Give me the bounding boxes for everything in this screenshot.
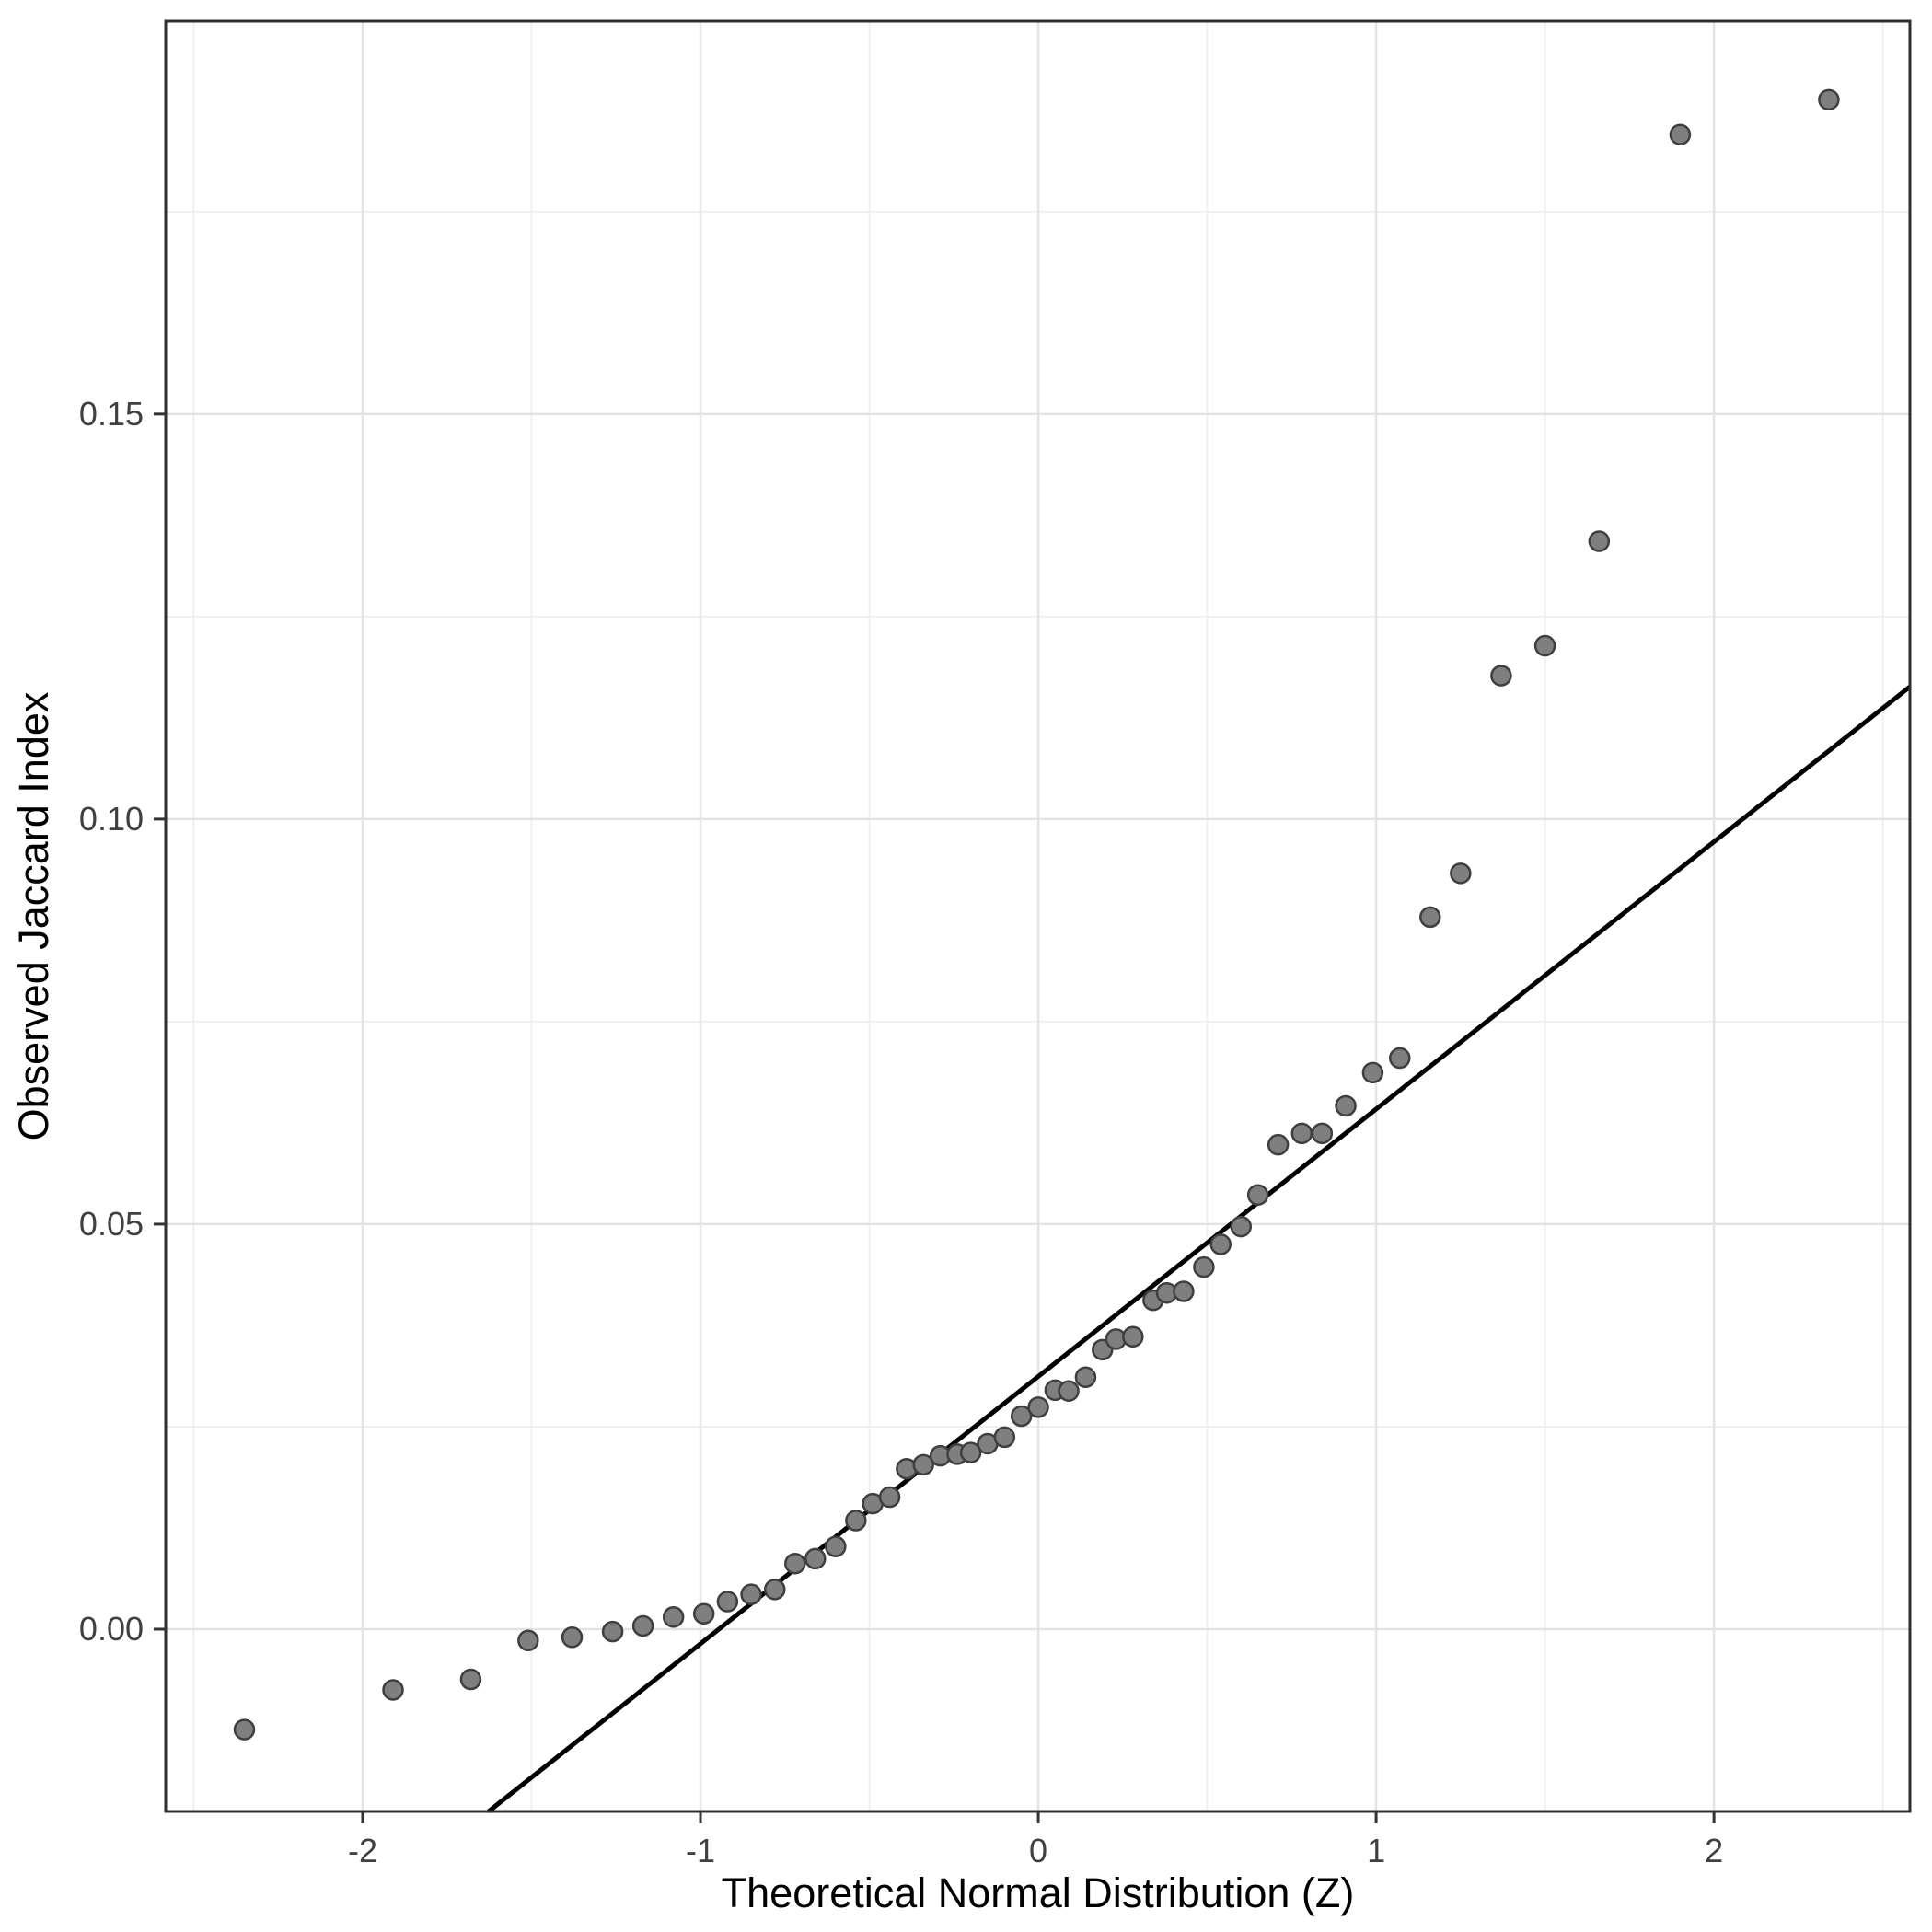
- data-point: [784, 1552, 806, 1575]
- data-point: [1335, 1094, 1357, 1117]
- data-point: [1010, 1405, 1033, 1428]
- data-point: [1122, 1325, 1144, 1348]
- data-point: [912, 1453, 935, 1476]
- y-tick-label: 0.00: [79, 1610, 144, 1648]
- data-point: [825, 1535, 847, 1557]
- y-axis-title: Observed Jaccard Index: [10, 691, 57, 1140]
- qq-reference-line: [487, 685, 1912, 1813]
- data-point: [517, 1629, 539, 1652]
- data-point: [1246, 1184, 1269, 1207]
- data-point: [662, 1606, 685, 1628]
- data-point: [1193, 1255, 1215, 1278]
- data-point: [1058, 1380, 1080, 1402]
- data-point: [716, 1591, 739, 1613]
- grid-major-layer: [166, 21, 1910, 1811]
- data-point: [845, 1510, 867, 1532]
- data-point: [233, 1718, 256, 1741]
- points-layer: [233, 88, 1840, 1741]
- y-tick-labels: 0.00 0.05 0.10 0.15: [79, 395, 144, 1648]
- x-tick-label: 2: [1705, 1832, 1723, 1869]
- data-point: [1533, 634, 1556, 657]
- data-point: [1389, 1047, 1411, 1070]
- data-point: [1230, 1215, 1253, 1238]
- x-tick-labels: -2 -1 0 1 2: [348, 1832, 1723, 1869]
- data-point: [631, 1614, 654, 1637]
- data-point: [601, 1620, 624, 1643]
- data-point: [1290, 1122, 1313, 1145]
- data-point: [1361, 1061, 1384, 1084]
- data-point: [1074, 1366, 1097, 1389]
- y-tick-label: 0.05: [79, 1205, 144, 1243]
- data-point: [993, 1426, 1016, 1449]
- data-point: [1450, 862, 1472, 885]
- data-point: [382, 1679, 404, 1701]
- data-point: [804, 1547, 827, 1570]
- data-point: [1173, 1280, 1195, 1302]
- reference-line-layer: [487, 685, 1912, 1813]
- x-axis-title: Theoretical Normal Distribution (Z): [722, 1869, 1355, 1916]
- x-tick-label: -2: [348, 1832, 377, 1869]
- data-point: [561, 1626, 584, 1649]
- x-tick-label: 0: [1029, 1832, 1047, 1869]
- x-tick-label: 1: [1367, 1832, 1385, 1869]
- data-point: [1209, 1233, 1232, 1255]
- x-tick-label: -1: [686, 1832, 715, 1869]
- data-point: [1669, 123, 1692, 145]
- data-point: [878, 1486, 901, 1509]
- data-point: [692, 1602, 715, 1625]
- data-point: [1267, 1133, 1290, 1156]
- data-point: [1588, 530, 1611, 552]
- data-point: [959, 1441, 982, 1463]
- data-point: [1490, 665, 1512, 687]
- data-point: [764, 1579, 786, 1601]
- data-point: [1311, 1122, 1334, 1145]
- axis-ticks-layer: [154, 412, 1716, 1823]
- y-tick-label: 0.10: [79, 800, 144, 838]
- y-tick-label: 0.15: [79, 395, 144, 433]
- data-point: [459, 1668, 482, 1691]
- data-point: [740, 1583, 762, 1605]
- data-point: [1027, 1396, 1049, 1418]
- data-point: [1419, 906, 1441, 929]
- data-point: [1818, 88, 1840, 111]
